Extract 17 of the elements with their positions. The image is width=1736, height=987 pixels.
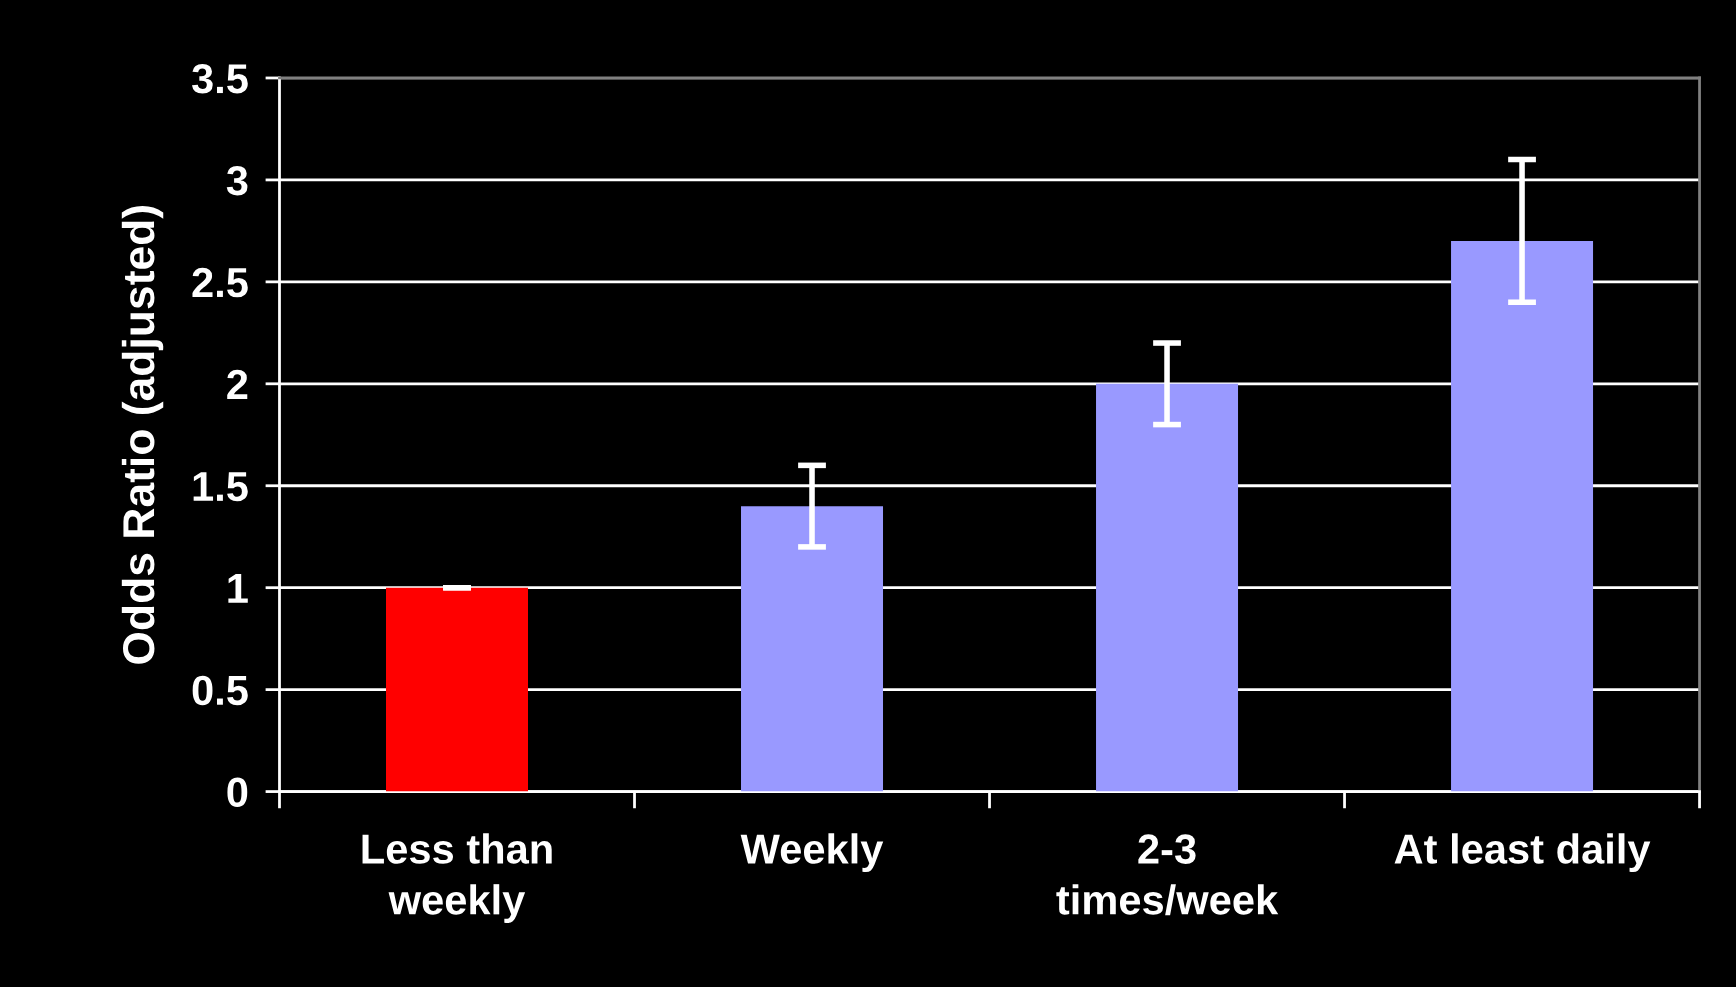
x-tick-label: 2-3 times/week [1056, 834, 1279, 916]
y-tick-label: 1.5 [193, 472, 248, 502]
y-tick-label: 0.5 [192, 675, 248, 706]
y-tick-label: 3.5 [191, 63, 248, 94]
y-tick-label: 0 [227, 777, 248, 808]
y-tick-label: 2 [227, 369, 248, 399]
y-axis-title: Odds Ratio (adjusted) [121, 206, 164, 664]
x-tick-label: Less than weekly [362, 833, 552, 923]
y-tick-label: 3 [226, 165, 248, 196]
bar [386, 587, 528, 792]
bar [1096, 383, 1239, 792]
bar [1451, 241, 1594, 792]
y-tick-label: 1 [228, 574, 248, 603]
bar [741, 506, 884, 792]
x-tick-label: Weekly [740, 833, 884, 873]
x-tick-label: At least daily [1394, 833, 1651, 873]
y-tick-label: 2.5 [192, 267, 248, 298]
